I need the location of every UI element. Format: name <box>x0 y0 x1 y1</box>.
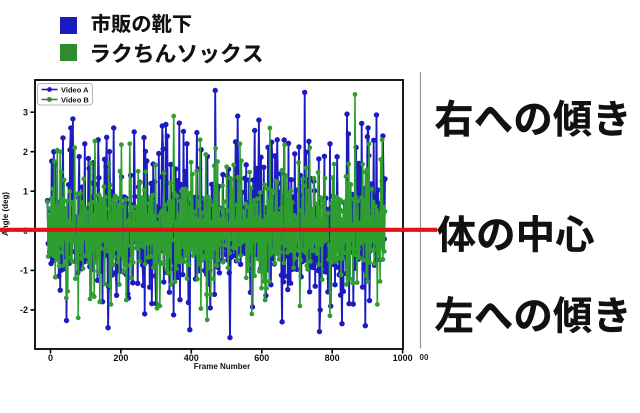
svg-text:1000: 1000 <box>393 353 413 363</box>
svg-text:0: 0 <box>48 353 53 363</box>
svg-text:2: 2 <box>23 147 28 157</box>
svg-text:600: 600 <box>254 353 269 363</box>
svg-text:-2: -2 <box>20 305 28 315</box>
svg-text:00: 00 <box>420 353 429 362</box>
svg-text:800: 800 <box>325 353 340 363</box>
svg-text:Video B: Video B <box>61 95 89 104</box>
svg-text:Video A: Video A <box>61 85 89 94</box>
svg-text:-1: -1 <box>20 266 28 276</box>
svg-text:Angle (deg): Angle (deg) <box>1 192 10 236</box>
svg-text:3: 3 <box>23 107 28 117</box>
svg-text:1: 1 <box>23 186 28 196</box>
svg-text:200: 200 <box>113 353 128 363</box>
svg-text:400: 400 <box>184 353 199 363</box>
svg-text:Frame Number: Frame Number <box>194 362 250 371</box>
